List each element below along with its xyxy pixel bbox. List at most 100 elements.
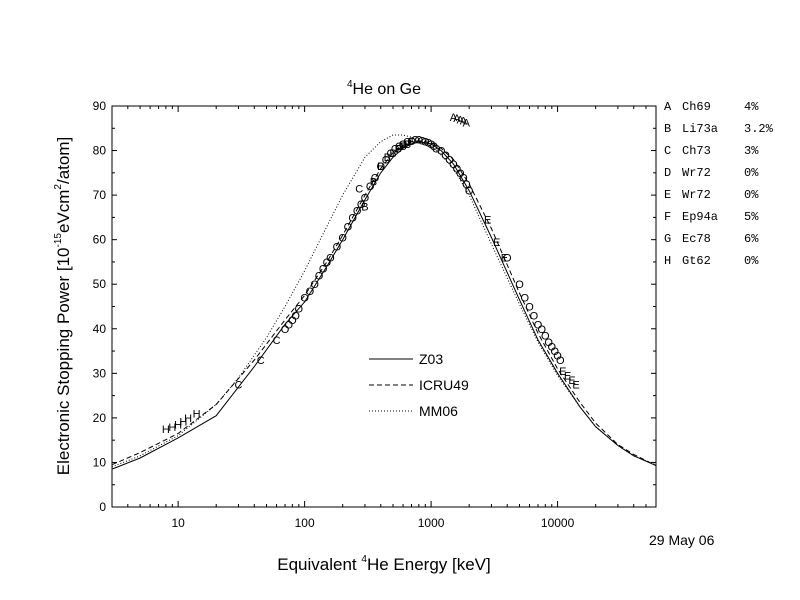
reference-list: A Ch69 4% B Li73a 3.2% C Ch73 3% D Wr72 0% E Wr72 0% F E… xyxy=(664,100,774,268)
data-point-b: B xyxy=(384,152,391,164)
data-point-o: O xyxy=(357,199,366,211)
reference-error: 5% xyxy=(744,210,759,224)
data-point-o: O xyxy=(456,168,465,180)
x-tick-label: 10 xyxy=(171,516,185,530)
data-point-o: O xyxy=(432,143,441,155)
data-point-o: O xyxy=(344,221,353,233)
data-point-o: O xyxy=(366,181,375,193)
data-point-f: F xyxy=(408,137,415,149)
data-point-o: O xyxy=(306,286,315,298)
data-point-a: A xyxy=(453,113,461,125)
x-tick-label: 10000 xyxy=(541,516,575,530)
curve-layer xyxy=(111,134,657,470)
data-point-o: O xyxy=(285,319,294,331)
data-point-e: E xyxy=(484,215,491,227)
reference-error: 3.2% xyxy=(744,122,774,136)
reference-letter: D xyxy=(664,166,671,180)
data-point-f: F xyxy=(395,143,402,155)
reference-letter: A xyxy=(664,100,672,114)
data-point-e: E xyxy=(568,375,575,387)
data-point-o: O xyxy=(556,355,565,367)
reference-error: 6% xyxy=(744,232,759,246)
data-point-b: B xyxy=(389,148,396,160)
data-point-o: O xyxy=(288,315,297,327)
data-point-o: O xyxy=(445,154,454,166)
y-tick-label: 30 xyxy=(93,366,107,380)
data-point-o: O xyxy=(544,337,553,349)
data-point-b: B xyxy=(395,143,402,155)
y-tick-label: 80 xyxy=(93,144,107,158)
data-point-o: O xyxy=(548,342,557,354)
data-point-o: O xyxy=(418,135,427,147)
reference-source: Gt62 xyxy=(682,254,711,268)
y-tick-label: 40 xyxy=(93,322,107,336)
y-tick-label: 0 xyxy=(99,500,106,514)
reference-source: Wr72 xyxy=(682,188,711,202)
y-tick-label: 90 xyxy=(93,99,107,113)
data-point-b: B xyxy=(377,161,384,173)
series-line-z03 xyxy=(111,141,657,470)
y-axis-ticks: 0 10 20 30 40 50 60 70 80 90 xyxy=(93,99,656,514)
data-point-o: O xyxy=(291,310,300,322)
y-tick-label: 50 xyxy=(93,277,107,291)
x-tick-label: 100 xyxy=(295,516,315,530)
data-point-o: O xyxy=(534,319,543,331)
data-point-h: H xyxy=(162,424,170,436)
data-point-o: O xyxy=(453,163,462,175)
reference-error: 4% xyxy=(744,100,759,114)
legend-label: ICRU49 xyxy=(419,377,469,393)
reference-letter: H xyxy=(664,254,671,268)
data-point-o: O xyxy=(537,324,546,336)
legend: Z03 ICRU49 MM06 xyxy=(369,351,469,419)
reference-letter: B xyxy=(664,122,671,136)
data-point-o: O xyxy=(407,136,416,148)
legend-label: Z03 xyxy=(419,351,443,367)
x-axis-title: Equivalent 4He Energy [keV] xyxy=(277,554,490,574)
reference-letter: C xyxy=(664,144,671,158)
data-point-o: O xyxy=(427,139,436,151)
data-point-o: O xyxy=(465,186,474,198)
data-point-h: H xyxy=(193,408,201,420)
data-point-o: O xyxy=(376,161,385,173)
data-point-o: O xyxy=(338,232,347,244)
y-tick-label: 60 xyxy=(93,233,107,247)
data-point-h: H xyxy=(174,420,182,432)
data-point-h: H xyxy=(168,422,176,434)
data-point-h: H xyxy=(184,413,192,425)
data-point-o: O xyxy=(315,270,324,282)
chart-title: 4He on Ge xyxy=(347,79,421,98)
data-point-e: E xyxy=(501,252,508,264)
data-point-o: O xyxy=(550,346,559,358)
data-point-o: O xyxy=(449,159,458,171)
data-point-o: O xyxy=(530,310,539,322)
data-point-o: O xyxy=(515,279,524,291)
data-point-f: F xyxy=(404,139,411,151)
data-point-o: O xyxy=(371,172,380,184)
data-point-b: B xyxy=(361,201,368,213)
reference-error: 0% xyxy=(744,254,759,268)
y-axis-title: Electronic Stopping Power [10-15eVcm2/at… xyxy=(53,137,73,475)
series-line-icru49 xyxy=(111,140,657,467)
data-point-o: O xyxy=(333,241,342,253)
data-point-c: C xyxy=(235,379,243,391)
data-point-a: A xyxy=(457,114,465,126)
reference-error: 0% xyxy=(744,188,759,202)
data-point-o: O xyxy=(323,257,332,269)
data-point-c: C xyxy=(355,183,363,195)
data-point-o: O xyxy=(319,264,328,276)
data-point-o: O xyxy=(437,146,446,158)
title-main: He on Ge xyxy=(353,81,422,98)
data-point-o: O xyxy=(348,212,357,224)
reference-letter: E xyxy=(664,188,671,202)
legend-label: MM06 xyxy=(419,403,458,419)
data-point-o: O xyxy=(462,179,471,191)
data-point-a: A xyxy=(463,117,471,129)
data-point-b: B xyxy=(404,139,411,151)
data-point-o: O xyxy=(295,304,304,316)
data-point-c: C xyxy=(257,355,265,367)
y-tick-label: 20 xyxy=(93,411,107,425)
data-point-o: O xyxy=(386,148,395,160)
data-point-b: B xyxy=(370,177,377,189)
